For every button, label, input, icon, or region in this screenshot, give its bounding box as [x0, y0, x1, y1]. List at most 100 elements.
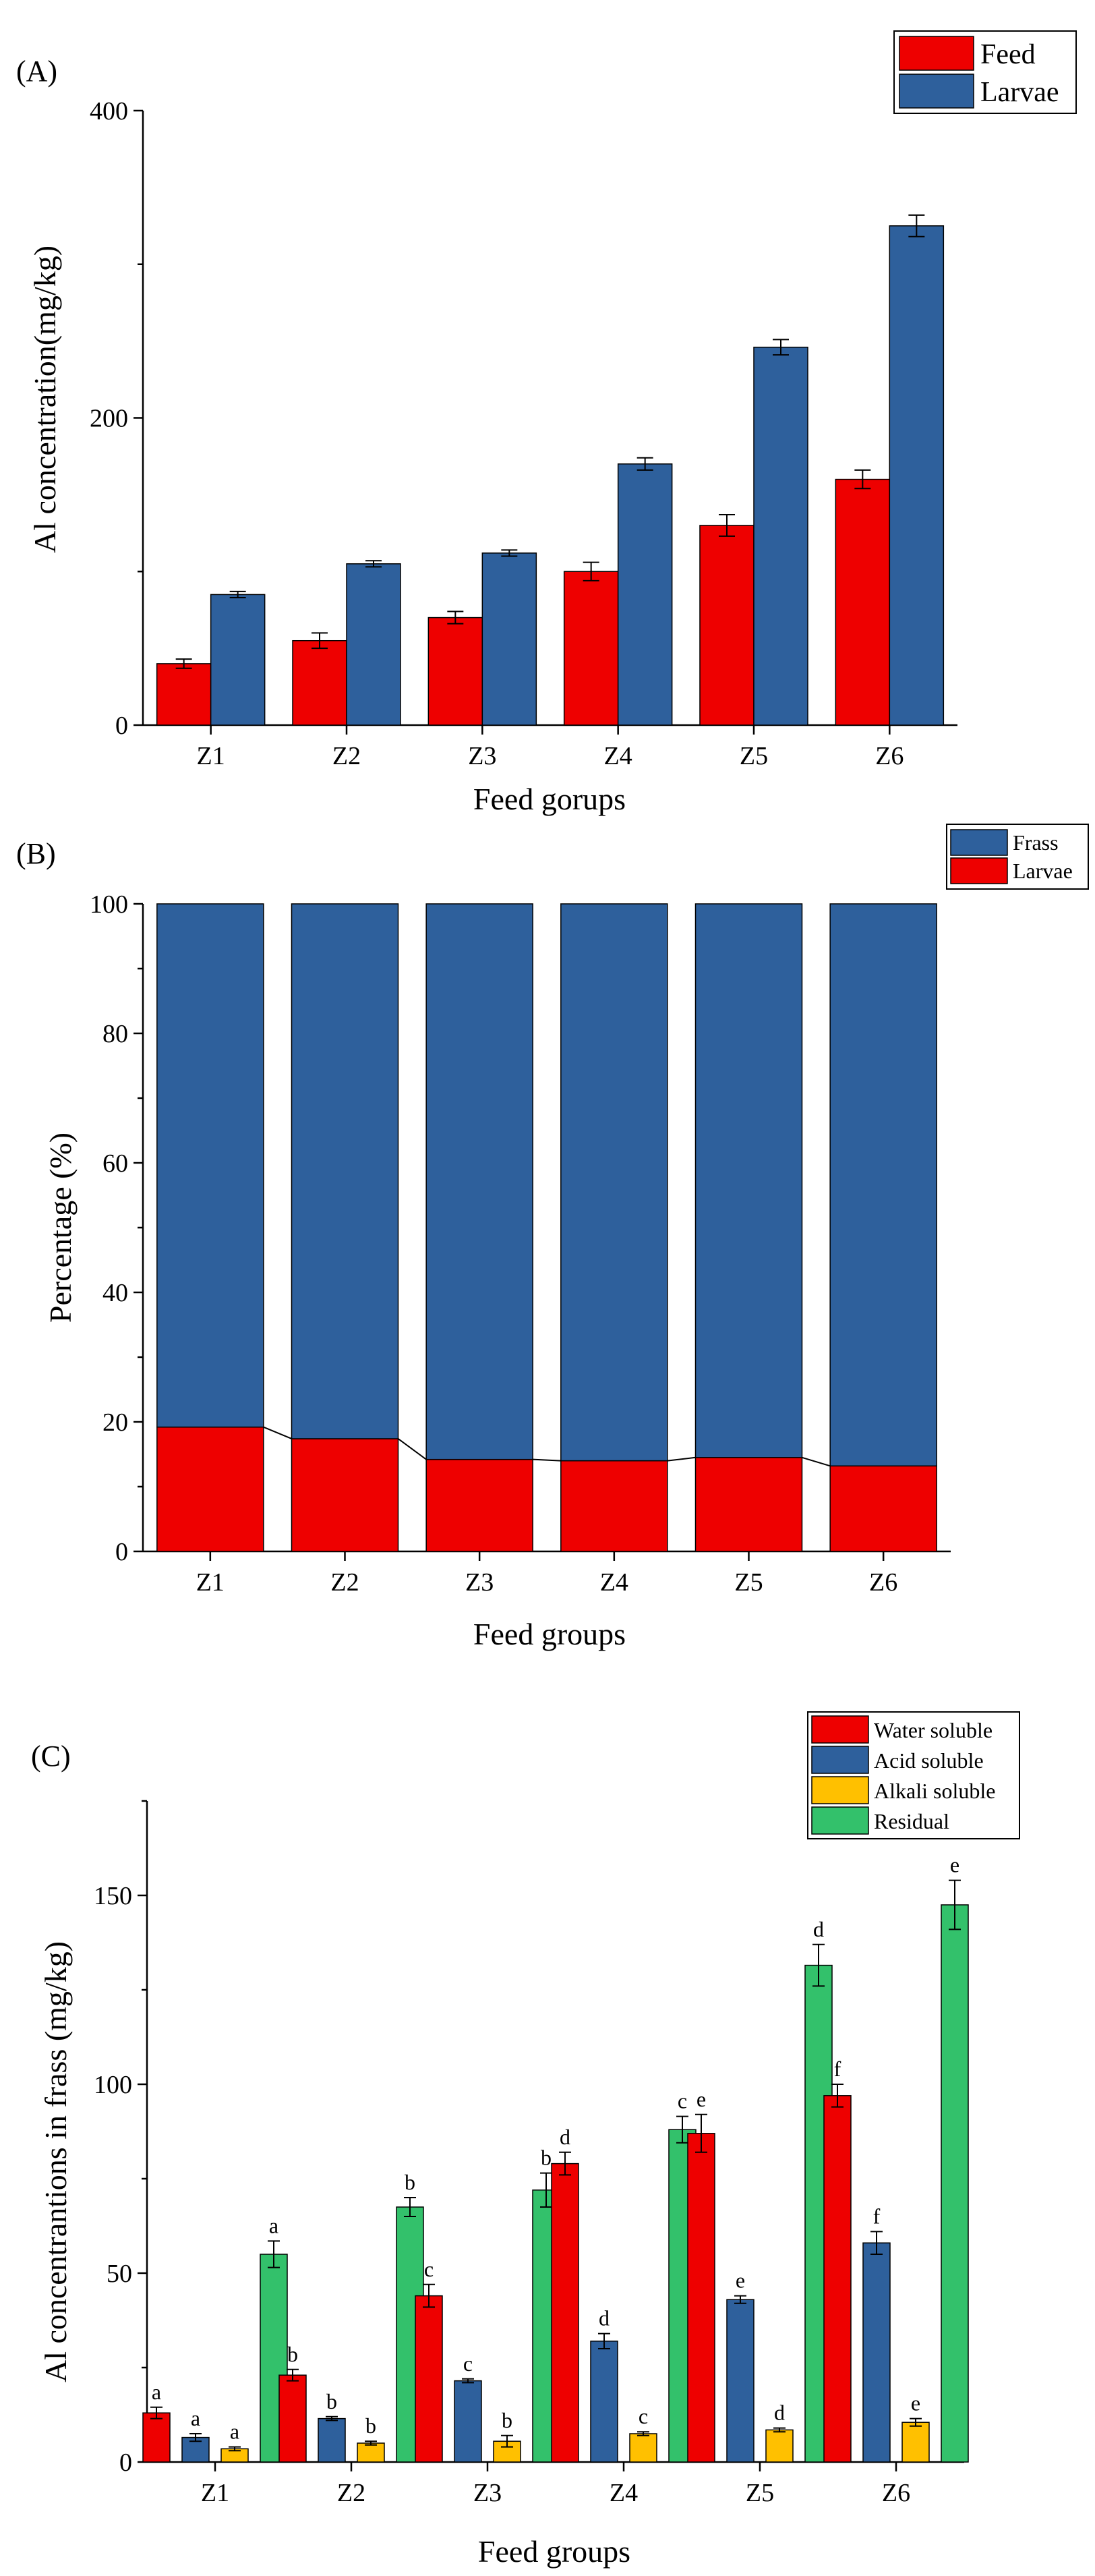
panel-c-y-tick-label: 0 [119, 2449, 132, 2477]
legend-label-acid-soluble: Acid soluble [874, 1748, 984, 1773]
legend-swatch-alkali-soluble [811, 1776, 869, 1804]
legend-swatch-larvae [899, 74, 974, 109]
panel-a-y-tick-label: 200 [90, 405, 128, 433]
bar-residual-z6 [941, 1904, 969, 2463]
bar-feed-z2 [292, 639, 347, 726]
significance-label-alkali-soluble-z4: c [639, 2404, 648, 2428]
bar-larvae-z6 [889, 225, 945, 726]
legend-swatch-feed [899, 36, 974, 71]
significance-label-alkali-soluble-z5: d [774, 2401, 785, 2425]
panel-b-y-axis-title: Percentage (%) [43, 1133, 78, 1323]
significance-label-residual-z1: a [269, 2213, 278, 2237]
stack-frass-z4 [560, 903, 668, 1462]
panel-a-legend: Feed Larvae [893, 30, 1077, 114]
stack-larvae-z4 [560, 1460, 668, 1552]
significance-label-residual-z6: e [950, 1853, 959, 1877]
significance-label-water-soluble-z4: d [560, 2125, 570, 2149]
stack-frass-z2 [291, 903, 399, 1439]
stack-connector-line [533, 1458, 561, 1462]
panel-a-x-tick-label-z2: Z2 [332, 742, 361, 770]
legend-swatch-water-soluble [811, 1715, 869, 1744]
panel-c-y-tick-label: 150 [94, 1882, 132, 1910]
panel-a-x-tick-label-z3: Z3 [468, 742, 496, 770]
bar-alkali-soluble-z5 [765, 2429, 794, 2463]
stack-frass-z3 [425, 903, 533, 1460]
legend-swatch-larvae-b [950, 857, 1008, 884]
stack-larvae-z2 [291, 1438, 399, 1552]
panel-b-x-axis-title: Feed groups [473, 1617, 626, 1651]
panel-a-x-tick-label-z6: Z6 [875, 742, 904, 770]
bar-acid-soluble-z5 [726, 2299, 754, 2463]
bar-larvae-z2 [346, 563, 401, 726]
stack-frass-z5 [694, 903, 803, 1458]
significance-label-alkali-soluble-z6: e [911, 2391, 920, 2415]
panel-b-legend: Frass Larvae [946, 824, 1089, 890]
panel-c-x-tick-label-z4: Z4 [610, 2479, 638, 2507]
bar-feed-z4 [563, 571, 619, 726]
stack-connector-line [263, 1426, 292, 1439]
legend-swatch-frass [950, 829, 1008, 856]
significance-label-alkali-soluble-z3: b [502, 2408, 512, 2432]
panel-a-bars [156, 214, 945, 726]
significance-label-acid-soluble-z4: d [599, 2306, 610, 2330]
legend-label-alkali-soluble: Alkali soluble [874, 1779, 995, 1803]
bar-larvae-z4 [617, 463, 673, 726]
panel-a: (A) 0 200 400 Z1 Z2 Z3 Z4 Z5 Z6 Feed gorups Al c… [16, 30, 1077, 816]
panel-a-axes: 0 200 400 Z1 Z2 Z3 Z4 Z5 Z6 [90, 97, 957, 770]
panel-c-y-tick-label: 50 [107, 2260, 132, 2288]
panel-b-x-tick-label-z4: Z4 [600, 1568, 628, 1597]
stack-larvae-z5 [694, 1457, 803, 1552]
panel-b-x-tick-label-z6: Z6 [869, 1568, 897, 1597]
panel-c-legend: Water soluble Acid soluble Alkali solubl… [807, 1711, 1020, 1839]
stack-frass-z6 [829, 903, 937, 1467]
legend-label-larvae-b: Larvae [1013, 859, 1073, 883]
bar-larvae-z3 [481, 552, 537, 726]
significance-label-acid-soluble-z2: b [326, 2389, 337, 2413]
panel-c-y-tick-label: 100 [94, 2071, 132, 2099]
panel-b-y-tick-label: 80 [102, 1020, 128, 1048]
bar-alkali-soluble-z6 [901, 2422, 930, 2463]
panel-a-y-tick-label: 400 [90, 97, 128, 125]
bar-water-soluble-z2 [278, 2374, 307, 2463]
stack-larvae-z3 [425, 1458, 533, 1552]
significance-label-residual-z5: d [813, 1917, 824, 1941]
panel-b-x-tick-label-z2: Z2 [330, 1568, 359, 1597]
panel-b-x-tick-label-z1: Z1 [196, 1568, 225, 1597]
significance-label-water-soluble-z2: b [287, 2342, 298, 2366]
panel-b-x-tick-label-z3: Z3 [465, 1568, 494, 1597]
panel-b-y-tick-label: 0 [115, 1538, 128, 1566]
significance-label-water-soluble-z1: a [152, 2380, 161, 2404]
panel-c-x-tick-label-z2: Z2 [337, 2479, 365, 2507]
panel-c-axes: 0 50 100 150 Z1 Z2 Z3 Z4 Z5 Z6 [94, 1800, 964, 2507]
bar-feed-z3 [427, 617, 483, 726]
significance-label-water-soluble-z3: c [424, 2257, 434, 2281]
panel-c-label: (C) [31, 1740, 71, 1773]
stack-larvae-z1 [156, 1426, 264, 1552]
legend-swatch-acid-soluble [811, 1746, 869, 1774]
panel-c-y-axis-title: Al concentrantions in frass (mg/kg) [38, 1941, 73, 2382]
bar-acid-soluble-z4 [590, 2341, 618, 2463]
panel-c-x-axis-title: Feed groups [478, 2534, 630, 2569]
panel-a-y-axis-title: Al concentration(mg/kg) [28, 246, 62, 553]
bar-larvae-z5 [753, 346, 808, 726]
bar-acid-soluble-z3 [454, 2380, 482, 2463]
bar-larvae-z1 [210, 594, 266, 726]
panel-b-x-tick-label-z5: Z5 [734, 1568, 763, 1597]
legend-label-feed: Feed [980, 39, 1036, 70]
panel-a-label: (A) [16, 55, 57, 88]
legend-label-residual: Residual [874, 1809, 949, 1833]
panel-c-x-tick-label-z3: Z3 [473, 2479, 502, 2507]
stack-connector-line [802, 1456, 831, 1467]
panel-a-x-tick-label-z1: Z1 [197, 742, 225, 770]
panel-b: (B) 0 20 40 60 80 100 Z1 Z2 Z3 Z4 Z5 Z6 Feed groups… [16, 824, 1089, 1651]
bar-water-soluble-z5 [687, 2133, 715, 2463]
significance-label-residual-z3: b [541, 2146, 552, 2170]
significance-label-alkali-soluble-z2: b [365, 2413, 376, 2438]
bar-water-soluble-z3 [415, 2295, 443, 2463]
panel-a-y-tick-label: 0 [115, 712, 128, 740]
panel-a-x-tick-label-z4: Z4 [604, 742, 632, 770]
bar-acid-soluble-z6 [862, 2242, 891, 2463]
bar-alkali-soluble-z4 [629, 2433, 657, 2463]
panel-b-y-tick-label: 60 [102, 1149, 128, 1178]
